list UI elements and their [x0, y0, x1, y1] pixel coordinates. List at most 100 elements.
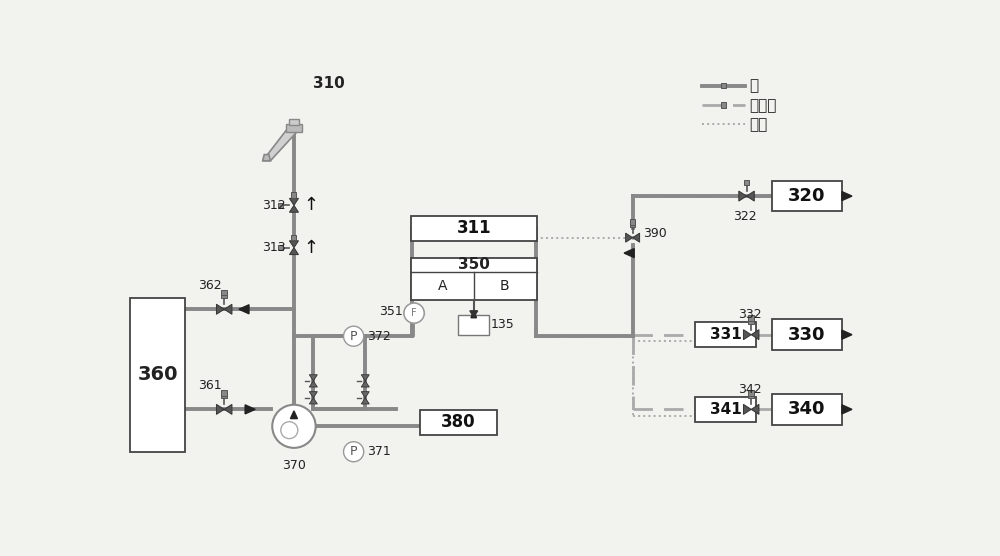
Bar [291, 192, 296, 197]
Polygon shape [739, 191, 747, 201]
Circle shape [404, 303, 424, 323]
Polygon shape [747, 191, 754, 201]
Polygon shape [626, 233, 633, 242]
Polygon shape [743, 330, 751, 340]
Text: 330: 330 [788, 326, 826, 344]
Polygon shape [842, 330, 852, 339]
Polygon shape [624, 249, 634, 257]
Polygon shape [751, 404, 759, 414]
Text: 390: 390 [643, 227, 667, 240]
Polygon shape [361, 381, 369, 387]
FancyBboxPatch shape [420, 410, 497, 435]
Text: 342: 342 [738, 383, 761, 395]
Text: 351: 351 [379, 305, 402, 318]
FancyBboxPatch shape [458, 315, 489, 335]
Text: 331: 331 [710, 327, 742, 342]
Text: ↑: ↑ [303, 239, 318, 257]
Circle shape [344, 326, 364, 346]
Bar [748, 390, 754, 395]
Text: 350: 350 [458, 257, 490, 272]
FancyBboxPatch shape [772, 394, 842, 425]
Text: P: P [350, 330, 357, 342]
Bar [721, 102, 726, 107]
Bar [748, 393, 754, 398]
FancyBboxPatch shape [772, 319, 842, 350]
Circle shape [281, 421, 298, 439]
Bar [721, 83, 726, 88]
Polygon shape [842, 405, 852, 414]
Polygon shape [361, 398, 369, 404]
Polygon shape [470, 311, 478, 317]
Text: 322: 322 [733, 210, 757, 223]
Text: 370: 370 [282, 459, 306, 471]
Polygon shape [361, 375, 369, 381]
Bar [291, 235, 296, 240]
FancyBboxPatch shape [411, 216, 537, 241]
Polygon shape [633, 233, 640, 242]
Polygon shape [842, 192, 852, 201]
Polygon shape [309, 381, 317, 387]
FancyBboxPatch shape [695, 397, 756, 421]
Text: F: F [411, 308, 417, 318]
Bar [221, 292, 227, 298]
Polygon shape [751, 330, 759, 340]
Polygon shape [224, 404, 232, 414]
FancyBboxPatch shape [695, 322, 756, 347]
Polygon shape [289, 198, 298, 205]
Polygon shape [216, 304, 224, 314]
Text: 360: 360 [137, 365, 178, 384]
Polygon shape [224, 304, 232, 314]
Bar [630, 222, 635, 227]
Text: 372: 372 [367, 330, 391, 342]
Text: 135: 135 [491, 318, 515, 331]
FancyBboxPatch shape [130, 297, 185, 451]
Text: 320: 320 [788, 187, 826, 205]
Text: 313: 313 [263, 241, 286, 254]
Text: 361: 361 [198, 379, 222, 393]
Bar [278, 202, 283, 208]
Polygon shape [216, 404, 224, 414]
Bar [748, 318, 754, 324]
Text: ↑: ↑ [303, 196, 318, 214]
Polygon shape [309, 398, 317, 404]
Polygon shape [743, 404, 751, 414]
Bar [221, 290, 227, 295]
Polygon shape [263, 155, 270, 161]
Text: 341: 341 [710, 402, 742, 417]
Polygon shape [309, 375, 317, 381]
Bar [286, 125, 302, 132]
Bar [744, 180, 749, 185]
Circle shape [344, 441, 364, 461]
Text: 371: 371 [367, 445, 391, 458]
Text: 混合液: 混合液 [749, 98, 776, 113]
Polygon shape [471, 311, 477, 317]
Bar [221, 393, 227, 398]
Circle shape [272, 405, 316, 448]
Bar [278, 245, 283, 250]
Polygon shape [289, 247, 298, 255]
Text: P: P [350, 445, 357, 458]
Circle shape [404, 303, 424, 323]
Polygon shape [289, 205, 298, 212]
Bar [289, 119, 299, 125]
Text: 332: 332 [738, 308, 761, 321]
Bar [630, 219, 635, 225]
Text: 380: 380 [441, 414, 476, 431]
Bar [748, 315, 754, 321]
Polygon shape [309, 391, 317, 398]
Text: 362: 362 [198, 279, 222, 292]
Text: 311: 311 [456, 220, 491, 237]
Text: 空气: 空气 [749, 117, 767, 132]
Text: 340: 340 [788, 400, 826, 418]
Bar [221, 390, 227, 395]
Polygon shape [290, 411, 297, 419]
Polygon shape [263, 128, 300, 161]
Text: 312: 312 [263, 199, 286, 212]
FancyBboxPatch shape [411, 257, 537, 300]
Text: 310: 310 [313, 76, 345, 91]
Polygon shape [361, 391, 369, 398]
FancyBboxPatch shape [772, 181, 842, 211]
Polygon shape [239, 305, 249, 314]
Polygon shape [245, 405, 255, 414]
Text: A: A [438, 279, 448, 293]
